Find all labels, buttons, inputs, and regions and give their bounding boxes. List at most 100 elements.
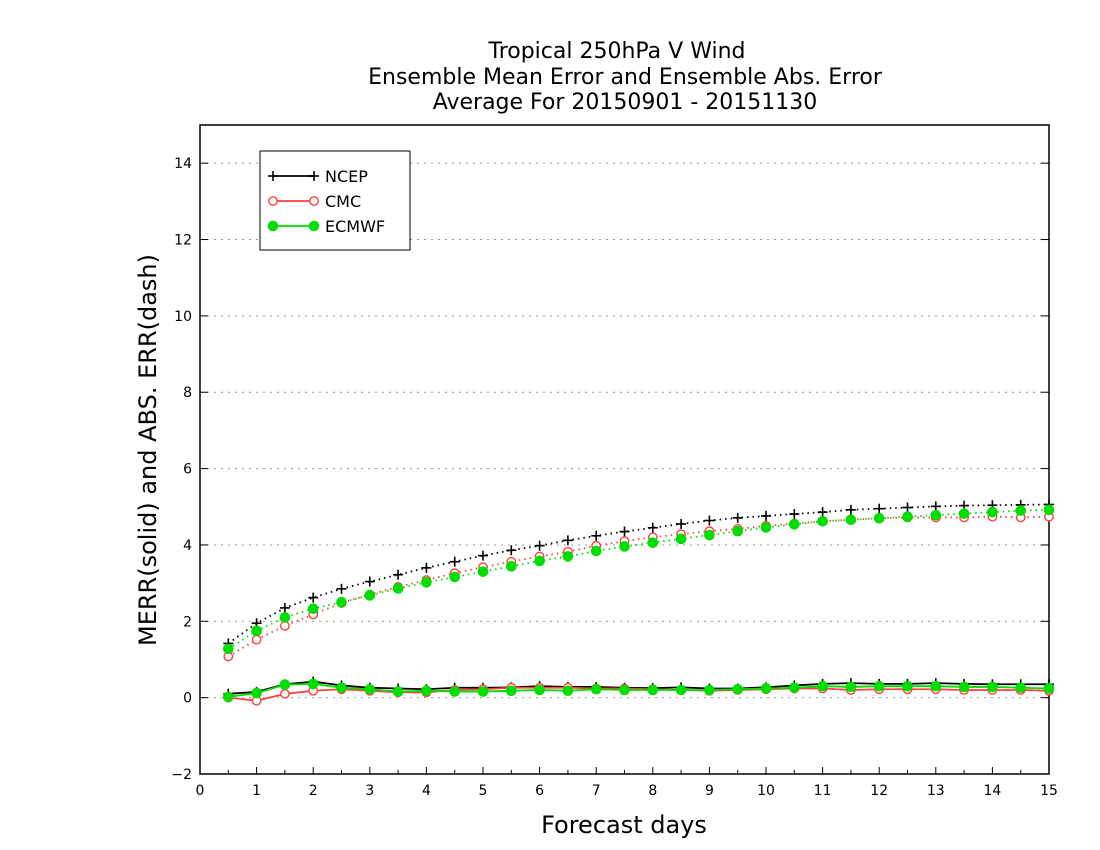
legend-item-cmc: CMC xyxy=(268,192,361,211)
y-tick-label: 6 xyxy=(183,462,192,478)
legend-marker xyxy=(308,220,320,232)
y-axis: −2 0 2 4 6 8 10 12 14 xyxy=(171,156,1049,783)
ecmwf-abs-error-point xyxy=(1015,505,1027,516)
x-tick-label: 7 xyxy=(592,783,601,799)
ecmwf-abs-error-point xyxy=(619,541,630,552)
ecmwf-abs-error-point xyxy=(336,596,347,608)
ecmwf-mean-error-point xyxy=(902,680,913,692)
ecmwf-abs-error-line xyxy=(227,508,1050,650)
ecmwf-mean-error-point xyxy=(307,678,319,690)
x-tick-label: 4 xyxy=(422,783,431,799)
series-layer xyxy=(223,499,1055,706)
ecmwf-mean-error-point xyxy=(223,691,234,703)
ecmwf-abs-error-point xyxy=(760,522,772,533)
chart-subtitle: Ensemble Mean Error and Ensemble Abs. Er… xyxy=(368,65,883,90)
series-ncep xyxy=(223,499,1054,699)
x-tick-label: 9 xyxy=(705,783,714,799)
ecmwf-abs-error-point xyxy=(902,511,913,522)
ecmwf-mean-error-point xyxy=(789,682,800,694)
ecmwf-abs-error-point xyxy=(307,603,319,614)
chart-subtitle-2: Average For 20150901 - 20151130 xyxy=(433,90,818,115)
ncep-abs-error-point xyxy=(704,515,715,526)
ncep-abs-error-point xyxy=(393,569,404,580)
ecmwf-abs-error-point xyxy=(477,566,489,577)
ecmwf-mean-error-point xyxy=(732,683,744,695)
x-tick-label: 15 xyxy=(1040,783,1058,799)
ecmwf-mean-error-point xyxy=(364,683,376,695)
ecmwf-abs-error-point xyxy=(562,551,574,562)
x-tick-label: 11 xyxy=(814,783,832,799)
ecmwf-mean-error-point xyxy=(845,681,857,693)
x-tick-label: 8 xyxy=(648,783,657,799)
ncep-abs-error-point xyxy=(562,535,573,546)
ecmwf-mean-error-point xyxy=(619,684,630,696)
ncep-abs-error-point xyxy=(761,510,771,521)
ncep-abs-error-point xyxy=(591,530,602,541)
ncep-abs-error-point xyxy=(336,583,347,594)
ecmwf-abs-error-point xyxy=(223,643,234,655)
ecmwf-mean-error-point xyxy=(647,684,659,696)
ecmwf-abs-error-point xyxy=(364,590,376,601)
chart-title: Tropical 250hPa V Wind xyxy=(487,39,745,64)
grid xyxy=(200,162,1049,775)
legend-marker xyxy=(309,171,319,181)
cmc-abs-error-line xyxy=(227,515,1050,658)
ecmwf-abs-error-point xyxy=(675,533,687,545)
ecmwf-abs-error-point xyxy=(590,545,602,557)
legend-item-ncep: NCEP xyxy=(268,167,368,186)
ncep-abs-error-point xyxy=(732,512,743,523)
ecmwf-mean-error-point xyxy=(1015,682,1027,694)
ecmwf-mean-error-point xyxy=(449,686,461,697)
x-tick-label: 5 xyxy=(479,783,488,799)
ncep-abs-error-point xyxy=(279,602,290,613)
ncep-abs-error-point xyxy=(534,540,545,551)
x-tick-label: 10 xyxy=(757,783,775,799)
ncep-abs-error-line xyxy=(227,503,1050,645)
ecmwf-mean-error-point xyxy=(336,682,347,694)
x-tick-label: 1 xyxy=(252,783,261,799)
ecmwf-mean-error-point xyxy=(251,687,262,699)
ecmwf-abs-error-point xyxy=(279,612,291,623)
ecmwf-abs-error-point xyxy=(506,561,517,572)
y-tick-label: 10 xyxy=(174,309,192,325)
ncep-abs-error-point xyxy=(647,522,658,533)
ecmwf-abs-error-point xyxy=(704,529,715,541)
ecmwf-abs-error-point xyxy=(251,625,262,637)
ncep-abs-error-point xyxy=(676,518,687,529)
ecmwf-abs-error-point xyxy=(1043,504,1055,516)
ecmwf-mean-error-point xyxy=(392,686,404,697)
legend-marker xyxy=(267,220,279,232)
ecmwf-mean-error-point xyxy=(987,681,998,693)
x-tick-label: 13 xyxy=(927,783,945,799)
ncep-abs-error-point xyxy=(619,526,630,537)
x-tick-label: 2 xyxy=(309,783,318,799)
ncep-abs-error-point xyxy=(845,504,856,515)
ecmwf-abs-error-point xyxy=(392,583,404,594)
x-tick-label: 14 xyxy=(983,783,1001,799)
ncep-abs-error-point xyxy=(902,502,913,513)
ncep-abs-error-point xyxy=(364,576,375,587)
ecmwf-abs-error-point xyxy=(845,514,857,526)
ecmwf-abs-error-point xyxy=(987,506,998,518)
y-tick-label: 0 xyxy=(183,691,192,707)
ecmwf-mean-error-point xyxy=(817,680,828,692)
ncep-abs-error-point xyxy=(817,507,828,518)
legend-item-ecmwf: ECMWF xyxy=(267,217,385,236)
ncep-abs-error-point xyxy=(308,592,319,603)
x-tick-label: 12 xyxy=(870,783,888,799)
ecmwf-mean-error-point xyxy=(873,680,885,692)
y-tick-label: 4 xyxy=(183,538,192,554)
ecmwf-mean-error-point xyxy=(958,681,970,693)
cmc-abs-error-point xyxy=(279,620,290,631)
y-tick-label: −2 xyxy=(171,767,192,783)
ecmwf-mean-error-point xyxy=(477,686,489,697)
x-tick-label: 0 xyxy=(196,783,205,799)
ecmwf-abs-error-point xyxy=(647,537,659,548)
y-tick-label: 8 xyxy=(183,385,192,401)
ncep-abs-error-point xyxy=(449,556,460,567)
ncep-abs-error-point xyxy=(478,550,488,561)
ecmwf-abs-error-point xyxy=(449,571,461,583)
ecmwf-mean-error-point xyxy=(534,684,545,696)
legend-label-ncep: NCEP xyxy=(325,167,368,186)
legend-label-ecmwf: ECMWF xyxy=(325,217,385,236)
